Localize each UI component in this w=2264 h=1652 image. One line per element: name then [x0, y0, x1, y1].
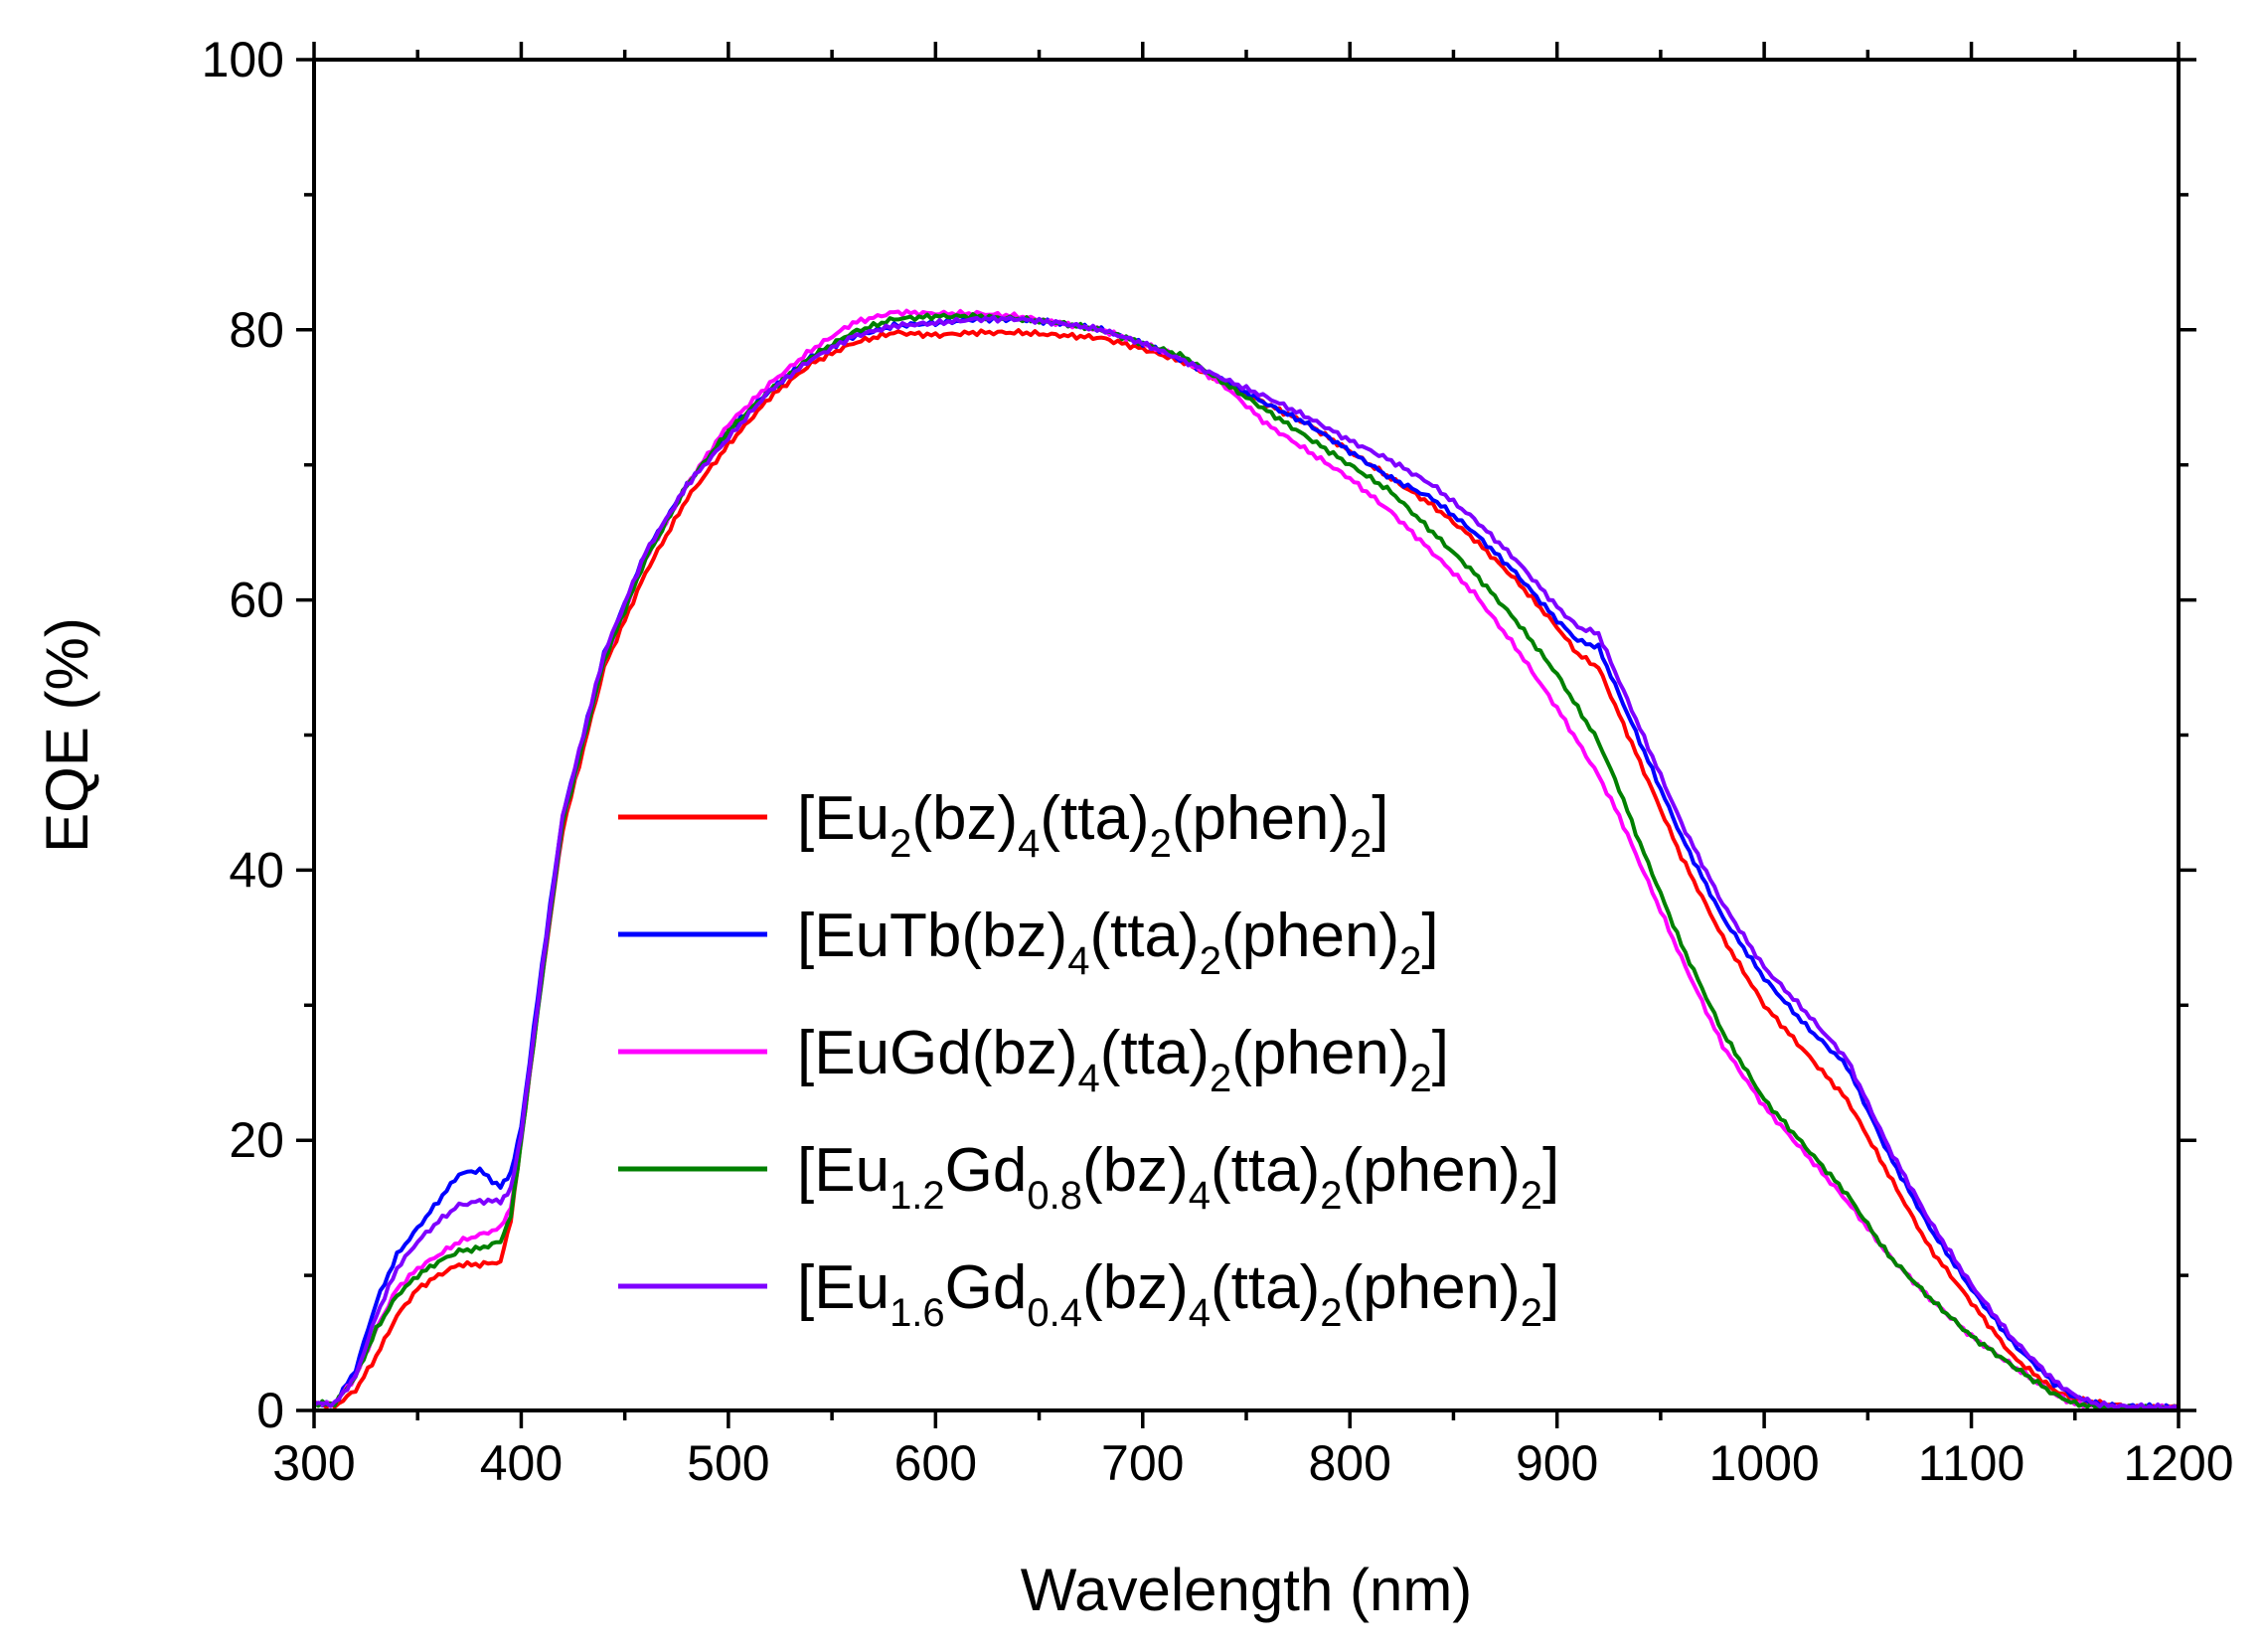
legend-label-1: [Eu2(bz)4(tta)2(phen)2]	[797, 784, 1389, 866]
legend-label-4: [Eu1.2Gd0.8(bz)4(tta)2(phen)2]	[797, 1136, 1559, 1218]
x-tick-label: 900	[1516, 1435, 1598, 1491]
series-line-3	[312, 308, 2181, 1412]
series-line-4	[312, 312, 2181, 1412]
x-tick-label: 600	[894, 1435, 977, 1491]
legend: [Eu2(bz)4(tta)2(phen)2] [EuTb(bz)4(tta)2(…	[618, 784, 1559, 1335]
legend-label-2: [EuTb(bz)4(tta)2(phen)2]	[797, 902, 1439, 983]
x-tick-label: 500	[687, 1435, 769, 1491]
legend-label-3: [EuGd(bz)4(tta)2(phen)2]	[797, 1019, 1449, 1100]
y-tick-label: 40	[229, 842, 284, 898]
y-tick-label: 100	[202, 32, 284, 87]
y-tick-label: 80	[229, 302, 284, 358]
plot-frame	[312, 58, 2181, 1412]
y-tick-label: 60	[229, 573, 284, 628]
y-tick-label: 0	[256, 1383, 284, 1438]
x-tick-label: 1100	[1918, 1435, 2025, 1491]
y-tick-label: 20	[229, 1112, 284, 1168]
series-lines	[312, 308, 2181, 1412]
x-tick-label: 300	[272, 1435, 355, 1491]
x-tick-label: 800	[1309, 1435, 1391, 1491]
x-tick-label: 1200	[2123, 1435, 2233, 1491]
series-line-1	[312, 328, 2181, 1412]
x-tick-label: 700	[1101, 1435, 1184, 1491]
legend-label-5: [Eu1.6Gd0.4(bz)4(tta)2(phen)2]	[797, 1253, 1559, 1335]
y-axis-label: EQE (%)	[34, 617, 100, 853]
series-line-2	[312, 315, 2181, 1411]
axis-ticks	[296, 42, 2196, 1428]
x-tick-label: 1000	[1708, 1435, 1819, 1491]
series-line-5	[312, 314, 2181, 1411]
tick-labels: 300 400 500 600 700 800 900 1000 1100 1200 0 20 40 60…	[202, 32, 2234, 1491]
x-axis-label: Wavelength (nm)	[1021, 1557, 1473, 1623]
x-tick-label: 400	[480, 1435, 563, 1491]
